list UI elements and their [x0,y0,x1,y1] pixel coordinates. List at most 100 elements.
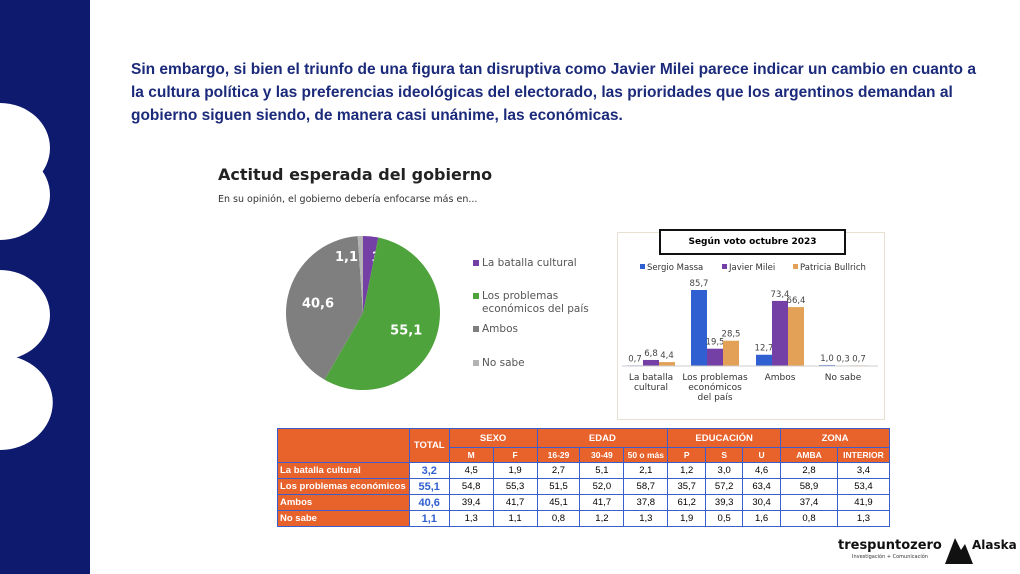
legend-item: La batalla cultural [473,257,602,270]
bar [756,354,772,366]
chart-title: Actitud esperada del gobierno [218,165,493,184]
table-cell: 41,7 [579,494,625,511]
bar [659,362,675,366]
table-cell: 41,7 [492,494,538,511]
table-cell: 3,4 [836,462,891,479]
legend-item: Ambos [473,323,602,336]
header-cell: INTERIOR [836,447,891,463]
row-label: No sabe [277,510,410,527]
legend-label: Sergio Massa [647,263,703,273]
header-cell: M [448,447,494,463]
bar [691,290,707,366]
table-cell: 3,0 [705,462,744,479]
table-cell: 4,5 [448,462,494,479]
row-label: La batalla cultural [277,462,410,479]
x-tick-label: No sabe [824,373,862,383]
table-cell: 1,2 [667,462,707,479]
table-cell: 2,8 [780,462,838,479]
table-cell: 1,2 [579,510,625,527]
logo: Alaska [972,538,1017,552]
row-label: Ambos [277,494,410,511]
table-cell: 54,8 [448,478,494,495]
table-cell: 58,7 [623,478,669,495]
legend-swatch [473,360,479,366]
logo: trespuntozero [838,538,942,553]
data-label: 0,7 [852,354,866,364]
legend-label: Patricia Bullrich [800,263,866,273]
table-cell: 1,3 [448,510,494,527]
table-cell: 3,2 [408,462,450,479]
data-label: 73,4 [771,290,790,300]
legend-swatch [473,293,479,299]
logo-tagline: Investigación + Comunicación [852,554,928,560]
x-tick-label: La batalla cultural [628,373,674,393]
header-cell: U [742,447,782,463]
legend-swatch [473,260,479,266]
legend-label: Javier Milei [728,263,775,273]
table-cell: 1,1 [492,510,538,527]
header-cell: ZONA [780,428,890,448]
table-cell: 4,6 [742,462,782,479]
table-cell: 1,9 [492,462,538,479]
header-cell: 30-49 [579,447,625,463]
x-tick-label: Ambos [764,373,796,383]
chart-title: Según voto octubre 2023 [659,229,846,255]
bar [707,348,723,366]
data-label: 6,8 [644,349,658,359]
data-label: 66,4 [787,296,806,306]
table-cell: 40,6 [408,494,450,511]
pie-slice [286,236,363,380]
bar [723,340,739,366]
table-cell: 57,2 [705,478,744,495]
pie-slice [324,237,441,391]
legend-swatch [473,326,479,332]
header-cell [277,428,410,463]
side-band [0,0,90,574]
table-cell: 30,4 [742,494,782,511]
table-cell: 0,5 [705,510,744,527]
bar [772,300,788,366]
data-label: 40,6 [302,297,334,312]
header-cell: EDAD [536,428,669,448]
table-cell: 2,1 [623,462,669,479]
legend-swatch [793,264,798,269]
legend-item: Los problemas económicos del país [473,290,602,316]
table-cell: 5,1 [579,462,625,479]
header-cell: F [492,447,538,463]
table-cell: 1,9 [667,510,707,527]
table-cell: 37,8 [623,494,669,511]
data-label: 1,1 [335,250,358,265]
table-cell: 63,4 [742,478,782,495]
table-cell: 37,4 [780,494,838,511]
table-cell: 39,4 [448,494,494,511]
table-cell: 55,3 [492,478,538,495]
data-label: 55,1 [390,323,422,338]
row-label: Los problemas económicos [277,478,410,495]
data-label: 19,5 [706,338,725,348]
table-cell: 1,6 [742,510,782,527]
bar [788,307,804,366]
table-cell: 0,8 [536,510,581,527]
table-cell: 55,1 [408,478,450,495]
data-label: 28,5 [722,330,741,340]
data-label: 1,0 [820,354,834,364]
table-cell: 1,3 [836,510,891,527]
legend-item: No sabe [473,357,602,370]
data-label: 85,7 [690,279,709,289]
table-cell: 2,7 [536,462,581,479]
data-label: 12,7 [755,344,774,354]
chart-subtitle: En su opinión, el gobierno debería enfoc… [218,194,478,205]
table-cell: 53,4 [836,478,891,495]
data-label: 0,7 [628,354,642,364]
table-cell: 1,3 [623,510,669,527]
header-cell: 50 o más [623,447,669,463]
header-cell: EDUCACIÓN [667,428,782,448]
legend-swatch [722,264,727,269]
x-tick-label: Los problemas económicos del país [682,373,748,403]
header-cell: SEXO [448,428,538,448]
table-cell: 35,7 [667,478,707,495]
table-cell: 51,5 [536,478,581,495]
bar [643,359,659,366]
